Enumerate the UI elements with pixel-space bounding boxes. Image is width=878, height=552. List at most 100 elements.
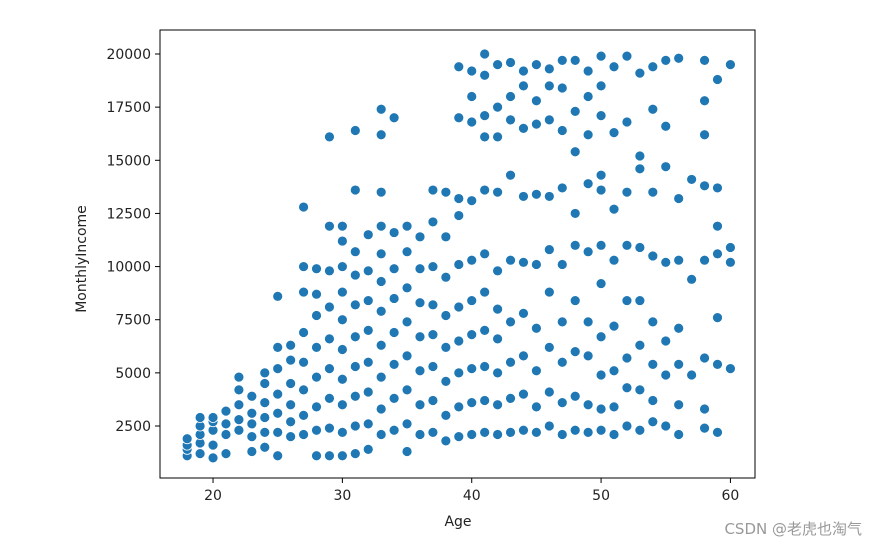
- point: [569, 105, 581, 117]
- point: [492, 399, 503, 411]
- point: [673, 322, 685, 334]
- point: [324, 301, 335, 313]
- point: [375, 103, 387, 115]
- x-tick-label: 60: [722, 488, 740, 504]
- point: [466, 397, 478, 409]
- point: [582, 91, 594, 102]
- point: [712, 220, 723, 232]
- point: [608, 320, 620, 332]
- point: [531, 365, 542, 377]
- point: [246, 446, 258, 457]
- point: [686, 273, 698, 285]
- point: [582, 178, 594, 190]
- point: [375, 371, 387, 383]
- point: [479, 69, 491, 81]
- point: [375, 339, 387, 351]
- point: [272, 388, 284, 400]
- point: [660, 54, 672, 66]
- point: [233, 399, 245, 411]
- point: [336, 426, 348, 438]
- y-tick-label: 10000: [106, 260, 151, 276]
- point: [531, 259, 542, 270]
- point: [298, 286, 309, 298]
- point: [479, 110, 491, 122]
- point: [453, 401, 465, 413]
- point: [466, 429, 478, 440]
- point: [712, 74, 723, 85]
- point: [505, 91, 516, 102]
- point: [699, 54, 710, 66]
- point: [531, 426, 542, 438]
- point: [362, 295, 374, 306]
- point: [479, 361, 491, 372]
- point: [453, 193, 465, 204]
- point: [375, 220, 387, 232]
- point: [272, 363, 284, 375]
- point: [453, 259, 465, 270]
- point: [324, 220, 335, 232]
- point: [427, 426, 439, 438]
- point: [336, 220, 348, 232]
- point: [375, 403, 387, 415]
- point: [259, 378, 271, 389]
- point: [621, 420, 633, 432]
- point: [453, 210, 465, 221]
- point: [414, 263, 426, 275]
- point: [595, 239, 607, 251]
- point: [362, 443, 374, 455]
- point: [556, 429, 568, 440]
- point: [543, 286, 555, 298]
- point: [427, 329, 439, 340]
- point: [349, 361, 361, 372]
- point: [207, 439, 219, 451]
- point: [466, 363, 478, 375]
- point: [466, 65, 478, 77]
- point: [634, 339, 646, 351]
- point: [647, 416, 659, 428]
- point: [712, 358, 723, 370]
- point: [492, 265, 503, 277]
- point: [440, 231, 452, 243]
- point: [699, 129, 710, 141]
- point: [479, 248, 491, 260]
- point: [556, 182, 568, 194]
- point: [388, 112, 400, 124]
- point: [647, 358, 659, 370]
- point: [246, 407, 258, 419]
- point: [479, 286, 491, 298]
- point: [324, 363, 335, 375]
- point: [233, 424, 245, 436]
- point: [414, 231, 426, 243]
- y-tick-label: 7500: [115, 313, 151, 329]
- point: [556, 82, 568, 94]
- point: [621, 116, 633, 128]
- point: [272, 407, 284, 419]
- point: [259, 412, 271, 423]
- point: [311, 401, 322, 413]
- point: [556, 356, 568, 368]
- watermark: CSDN @老虎也淘气: [724, 520, 862, 538]
- point: [349, 390, 361, 402]
- point: [556, 54, 568, 66]
- point: [336, 450, 348, 462]
- point: [531, 95, 542, 107]
- point: [414, 399, 426, 411]
- point: [324, 422, 335, 434]
- point: [466, 91, 478, 102]
- point: [492, 131, 503, 143]
- point: [207, 412, 219, 423]
- point: [259, 367, 271, 379]
- axes-frame: [159, 29, 756, 479]
- point: [634, 424, 646, 436]
- point: [298, 429, 309, 440]
- point: [311, 450, 322, 462]
- point: [479, 48, 491, 60]
- point: [427, 216, 439, 228]
- point: [608, 203, 620, 215]
- point: [686, 174, 698, 185]
- point: [556, 316, 568, 328]
- point: [699, 180, 710, 192]
- point: [505, 356, 516, 368]
- point: [427, 395, 439, 406]
